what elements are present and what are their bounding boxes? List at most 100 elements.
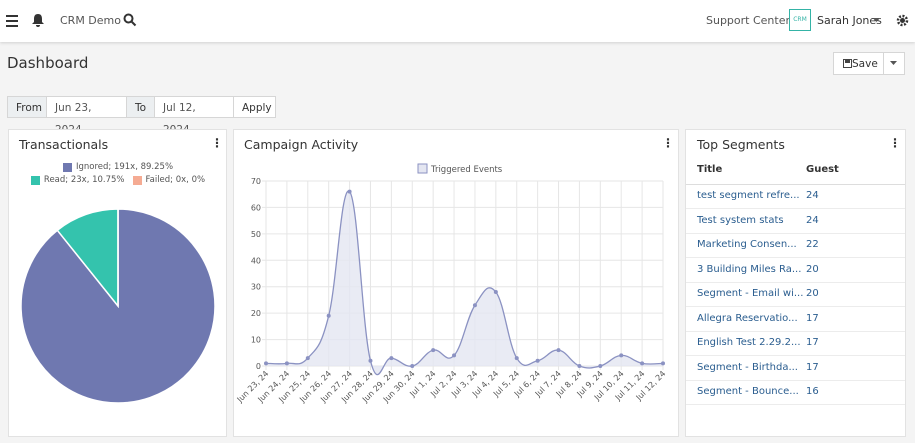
menu-icon[interactable] <box>5 13 21 29</box>
point <box>389 356 394 361</box>
table-row[interactable]: Segment - Birthda... 17 <box>686 356 905 381</box>
from-label: From <box>7 96 47 118</box>
pie-chart <box>20 208 216 404</box>
legend-swatch <box>62 162 72 172</box>
panel-menu[interactable]: ⋮ <box>662 136 674 150</box>
table-cell: Allegra Reservatio... <box>697 312 798 324</box>
bell-icon[interactable] <box>31 12 45 28</box>
point <box>661 361 665 366</box>
table-row[interactable]: 3 Building Miles Ra... 20 <box>686 258 905 283</box>
point <box>326 313 331 318</box>
table-cell: 17 <box>806 361 819 373</box>
point <box>284 361 289 366</box>
table-cell: Segment - Birthda... <box>697 361 798 373</box>
table-cell: Marketing Consen... <box>697 239 797 250</box>
table-cell: 24 <box>806 214 819 226</box>
y-tick-label: 20 <box>251 309 261 318</box>
area <box>266 191 663 375</box>
panel-title: Transactionals <box>19 137 109 152</box>
legend-swatch <box>417 163 428 174</box>
table-row[interactable]: English Test 2.29.2... 17 <box>686 331 905 356</box>
panel-title: Campaign Activity <box>244 137 359 152</box>
legend-label: Ignored; 191x, 89.25% <box>75 162 174 172</box>
table-cell: English Test 2.29.2... <box>697 337 801 348</box>
table-row[interactable]: Segment - Bounce... 16 <box>686 380 905 405</box>
point <box>452 353 457 358</box>
column-header: Guest <box>806 164 839 175</box>
table-cell: 20 <box>806 288 819 299</box>
point <box>598 364 603 368</box>
user-caret[interactable] <box>873 18 881 24</box>
y-tick-label: 30 <box>251 283 261 292</box>
point <box>535 358 540 363</box>
save-icon <box>843 59 852 68</box>
legend-label: Read; 23x, 10.75% <box>43 175 125 185</box>
settings-icon[interactable] <box>896 14 909 27</box>
to-label: To <box>126 96 155 118</box>
point <box>305 356 310 361</box>
legend-swatch <box>132 175 142 185</box>
point <box>556 348 561 353</box>
table-cell: Segment - Bounce... <box>697 386 799 397</box>
save-button[interactable]: Save <box>833 52 884 75</box>
table-cell: test segment refre... <box>697 190 800 201</box>
table-row[interactable]: Marketing Consen... 22 <box>686 233 905 258</box>
y-tick-label: 0 <box>256 362 261 371</box>
table-cell: 16 <box>806 386 819 397</box>
table-cell: 17 <box>806 337 819 348</box>
table-row[interactable]: test segment refre... 24 <box>686 184 905 209</box>
point <box>619 353 624 358</box>
y-tick-label: 60 <box>251 203 261 212</box>
panel-menu[interactable]: ⋮ <box>889 136 901 150</box>
point <box>264 361 268 366</box>
point <box>493 290 498 294</box>
y-tick-label: 40 <box>251 256 261 265</box>
panel-menu[interactable]: ⋮ <box>211 136 223 150</box>
table-cell: Test system stats <box>697 214 784 226</box>
dropdown-caret <box>890 61 897 65</box>
table-cell: 3 Building Miles Ra... <box>697 263 802 275</box>
point <box>514 356 519 361</box>
support-link[interactable]: Support Center <box>706 14 791 27</box>
table-row[interactable]: Segment - Email wi... 20 <box>686 282 905 307</box>
point <box>577 364 582 368</box>
transactionals-panel: Transactionals ⋮ Ignored; 191x, 89.25% Re… <box>8 129 227 437</box>
point <box>472 303 477 308</box>
panel-title: Top Segments <box>697 137 785 152</box>
legend: Ignored; 191x, 89.25% Read; 23x, 10.75% Fa… <box>13 162 223 185</box>
y-tick-label: 70 <box>251 177 261 186</box>
top-nav: CRM Demo Support Center CRM Sarah Jones <box>0 0 915 42</box>
point <box>368 358 373 363</box>
apply-button[interactable]: Apply <box>233 96 276 118</box>
y-tick-label: 10 <box>251 336 261 345</box>
save-label: Save <box>852 58 878 70</box>
point <box>431 348 436 353</box>
table-cell: 17 <box>806 312 819 324</box>
to-date[interactable]: Jul 12, 2024 <box>154 96 234 136</box>
segments-panel: Top Segments ⋮ Title Guest test segment re… <box>685 129 906 437</box>
table-row[interactable]: Test system stats 24 <box>686 209 905 234</box>
user-name[interactable]: Sarah Jones <box>817 14 882 27</box>
point <box>640 361 645 366</box>
logo: CRM <box>789 9 811 31</box>
from-date[interactable]: Jun 23, 2024 <box>46 96 127 136</box>
app-name[interactable]: CRM Demo <box>60 14 121 27</box>
campaign-panel: Campaign Activity ⋮ 0 10 20 30 40 50 60 70 Jun 2… <box>233 129 679 437</box>
legend-label: Triggered Events <box>430 165 503 175</box>
point <box>347 189 352 194</box>
y-tick-label: 50 <box>251 230 261 239</box>
legend-item: Read; 23x, 10.75% <box>30 175 125 185</box>
legend-swatch <box>30 175 40 185</box>
search-icon[interactable] <box>123 13 137 27</box>
column-header: Title <box>697 164 723 175</box>
table-cell: Segment - Email wi... <box>697 288 804 299</box>
legend-item: Failed; 0x, 0% <box>132 175 205 185</box>
page-title: Dashboard <box>7 54 89 72</box>
legend-item: Ignored; 191x, 89.25% <box>62 162 174 172</box>
table-cell: 20 <box>806 263 819 275</box>
table-row[interactable]: Allegra Reservatio... 17 <box>686 307 905 332</box>
table-cell: 24 <box>806 190 819 201</box>
point <box>410 364 415 368</box>
